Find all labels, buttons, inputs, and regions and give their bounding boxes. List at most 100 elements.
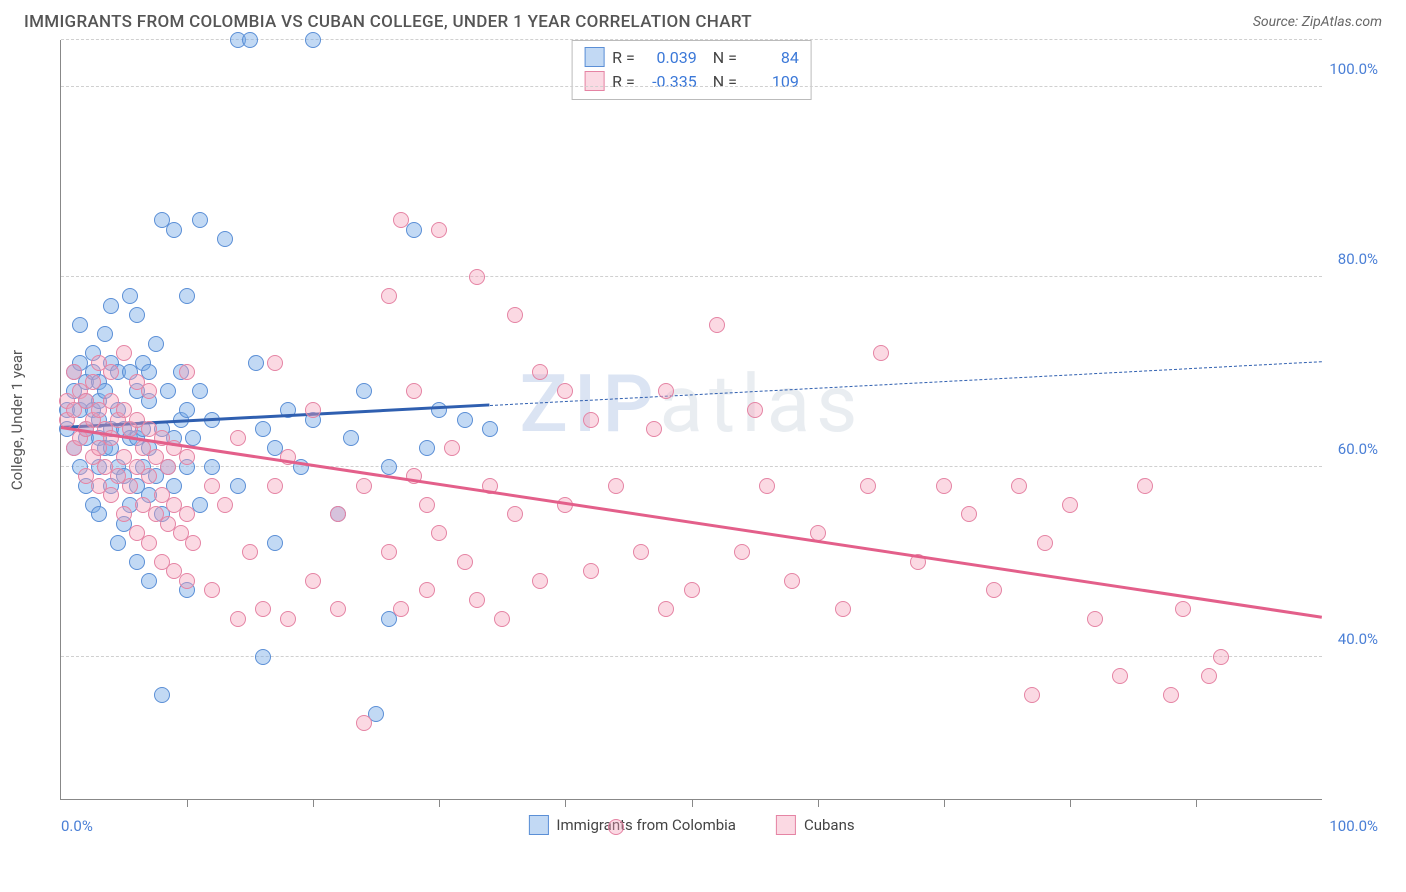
r-value-cubans: -0.335	[643, 72, 697, 91]
data-point-cubans	[936, 478, 952, 494]
data-point-cubans	[356, 478, 372, 494]
data-point-cubans	[356, 715, 372, 731]
legend-label-cubans: Cubans	[804, 816, 855, 834]
y-tick-label: 100.0%	[1326, 60, 1378, 78]
data-point-cubans	[1163, 687, 1179, 703]
data-point-cubans	[633, 544, 649, 560]
data-point-colombia	[343, 430, 359, 446]
data-point-cubans	[179, 364, 195, 380]
data-point-cubans	[267, 355, 283, 371]
data-point-colombia	[204, 459, 220, 475]
data-point-cubans	[1213, 649, 1229, 665]
legend: Immigrants from Colombia Cubans	[528, 815, 854, 835]
data-point-colombia	[431, 402, 447, 418]
data-point-colombia	[255, 649, 271, 665]
x-tick	[1196, 799, 1197, 807]
data-point-cubans	[658, 601, 674, 617]
data-point-cubans	[267, 478, 283, 494]
x-tick	[565, 799, 566, 807]
data-point-colombia	[457, 412, 473, 428]
data-point-cubans	[494, 611, 510, 627]
data-point-cubans	[583, 412, 599, 428]
x-axis-max-label: 100.0%	[1329, 817, 1378, 835]
data-point-cubans	[1062, 497, 1078, 513]
watermark: ZIPatlas	[520, 357, 864, 451]
swatch-cubans	[584, 71, 604, 91]
data-point-cubans	[419, 497, 435, 513]
data-point-colombia	[230, 478, 246, 494]
plot-area: College, Under 1 year ZIPatlas R =0.039N…	[60, 40, 1322, 800]
data-point-colombia	[242, 32, 258, 48]
data-point-cubans	[116, 506, 132, 522]
data-point-colombia	[148, 336, 164, 352]
data-point-cubans	[179, 449, 195, 465]
data-point-colombia	[192, 212, 208, 228]
data-point-colombia	[248, 355, 264, 371]
x-tick	[818, 799, 819, 807]
data-point-cubans	[646, 421, 662, 437]
data-point-cubans	[1087, 611, 1103, 627]
y-axis-label: College, Under 1 year	[8, 349, 26, 489]
x-tick	[313, 799, 314, 807]
y-tick-label: 80.0%	[1326, 250, 1378, 268]
data-point-cubans	[583, 563, 599, 579]
legend-label-colombia: Immigrants from Colombia	[556, 816, 736, 834]
data-point-colombia	[160, 383, 176, 399]
data-point-cubans	[1201, 668, 1217, 684]
data-point-cubans	[204, 582, 220, 598]
data-point-cubans	[986, 582, 1002, 598]
correlation-stats-box: R =0.039N =84R =-0.335N =109	[571, 40, 812, 100]
data-point-cubans	[1137, 478, 1153, 494]
data-point-cubans	[179, 506, 195, 522]
data-point-cubans	[419, 582, 435, 598]
data-point-colombia	[305, 32, 321, 48]
x-tick	[692, 799, 693, 807]
data-point-colombia	[419, 440, 435, 456]
data-point-cubans	[469, 269, 485, 285]
data-point-cubans	[103, 364, 119, 380]
data-point-cubans	[684, 582, 700, 598]
stats-row-cubans: R =-0.335N =109	[584, 69, 799, 93]
data-point-cubans	[1175, 601, 1191, 617]
data-point-colombia	[154, 687, 170, 703]
data-point-colombia	[110, 535, 126, 551]
data-point-cubans	[280, 611, 296, 627]
data-point-cubans	[230, 611, 246, 627]
data-point-cubans	[532, 573, 548, 589]
data-point-cubans	[1024, 687, 1040, 703]
data-point-cubans	[330, 601, 346, 617]
data-point-cubans	[961, 506, 977, 522]
legend-item-cubans: Cubans	[776, 815, 855, 835]
data-point-cubans	[141, 468, 157, 484]
data-point-cubans	[835, 601, 851, 617]
data-point-cubans	[608, 478, 624, 494]
data-point-colombia	[255, 421, 271, 437]
data-point-cubans	[66, 364, 82, 380]
data-point-colombia	[166, 222, 182, 238]
chart-title: IMMIGRANTS FROM COLOMBIA VS CUBAN COLLEG…	[24, 12, 752, 32]
data-point-colombia	[406, 222, 422, 238]
r-value-colombia: 0.039	[643, 48, 697, 67]
data-point-cubans	[381, 288, 397, 304]
data-point-cubans	[431, 222, 447, 238]
x-tick	[1070, 799, 1071, 807]
gridline	[61, 466, 1322, 467]
data-point-cubans	[141, 535, 157, 551]
data-point-colombia	[356, 383, 372, 399]
data-point-cubans	[444, 440, 460, 456]
data-point-colombia	[267, 535, 283, 551]
data-point-cubans	[116, 345, 132, 361]
data-point-cubans	[185, 535, 201, 551]
y-tick-label: 40.0%	[1326, 630, 1378, 648]
gridline	[61, 86, 1322, 87]
r-label: R =	[612, 72, 635, 91]
data-point-cubans	[658, 383, 674, 399]
n-value-colombia: 84	[745, 48, 799, 67]
data-point-cubans	[255, 601, 271, 617]
data-point-cubans	[204, 478, 220, 494]
data-point-cubans	[160, 459, 176, 475]
data-point-cubans	[393, 212, 409, 228]
data-point-cubans	[1112, 668, 1128, 684]
swatch-colombia	[584, 47, 604, 67]
data-point-cubans	[330, 506, 346, 522]
